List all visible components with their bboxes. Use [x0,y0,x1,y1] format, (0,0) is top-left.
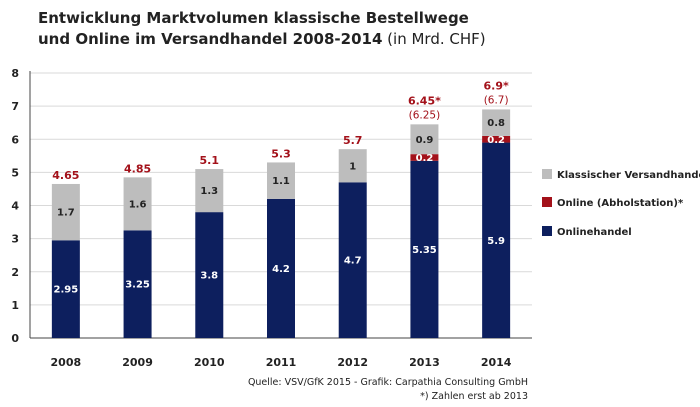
y-tick-label: 8 [11,67,19,80]
x-tick-label: 2011 [266,356,297,369]
bar-segment-klassisch [267,162,295,199]
title-line-1: Entwicklung Marktvolumen klassische Best… [38,9,469,27]
segment-value-label: 3.25 [125,280,150,291]
legend-label: Onlinehandel [557,227,632,238]
x-tick-label: 2013 [409,356,440,369]
bar-segment-onlinehandel [482,142,511,338]
segment-value-label: 2.95 [54,285,79,296]
segment-value-label: 3.8 [200,271,218,282]
bar-segment-onlinehandel [410,160,439,338]
segment-value-label: 1.3 [200,186,218,197]
bar-segment-onlinehandel [195,212,224,338]
y-tick-label: 7 [11,100,19,113]
title-line-2-bold: und Online im Versandhandel 2008-2014 [38,30,383,48]
x-tick-label: 2010 [194,356,225,369]
total-label: 6.9* [484,79,509,92]
total-label: 4.65 [52,169,79,182]
bar-segment-onlinehandel [338,182,367,338]
total-label: 5.1 [200,154,220,167]
legend-swatch [542,169,552,179]
bar-segment-klassisch [51,183,80,241]
segment-value-label: 1.1 [272,176,290,187]
total-label: 6.45* [408,94,441,107]
bar-segment-abholstation [482,135,511,143]
y-tick-label: 5 [11,166,19,179]
total-label: 5.7 [343,134,363,147]
bar-segment-klassisch [195,169,224,213]
legend-swatch [542,197,552,207]
bar-segment-klassisch [338,149,367,183]
footnote: *) Zahlen erst ab 2013 [420,391,528,402]
segment-value-label: 1.7 [57,208,75,219]
segment-value-label: 1 [349,161,356,172]
title-line-2: und Online im Versandhandel 2008-2014 (i… [38,29,486,50]
title-line-2-unit: (in Mrd. CHF) [382,30,486,48]
bar-segment-onlinehandel [51,240,80,338]
bar-segment-abholstation [410,154,439,161]
y-tick-label: 4 [11,200,19,213]
total-label: 5.3 [271,147,291,160]
total-label: 4.85 [124,162,151,175]
x-tick-label: 2012 [337,356,368,369]
legend-label: Klassischer Versandhandel [557,170,700,181]
total-secondary-label: (6.25) [409,109,441,121]
chart-title: Entwicklung Marktvolumen klassische Best… [38,8,486,50]
segment-value-label: 1.6 [129,199,147,210]
segment-value-label: 0.9 [416,135,434,146]
segment-value-label: 0.8 [487,118,505,129]
x-tick-label: 2009 [122,356,153,369]
y-tick-label: 2 [11,266,19,279]
y-tick-label: 6 [11,133,19,146]
bar-segment-klassisch [482,109,511,136]
bar-segment-klassisch [410,124,439,155]
y-tick-label: 0 [11,332,19,345]
segment-value-label: 5.35 [412,245,437,256]
legend-label: Online (Abholstation)* [557,198,684,209]
legend-swatch [542,226,552,236]
segment-value-label: 4.2 [272,264,290,275]
bar-segment-onlinehandel [267,198,295,338]
y-tick-label: 1 [11,299,19,312]
segment-value-label: 0.2 [487,135,505,146]
segment-value-label: 0.2 [416,153,434,164]
total-secondary-label: (6.7) [484,94,509,106]
segment-value-label: 4.7 [344,256,362,267]
y-tick-label: 3 [11,233,19,246]
segment-value-label: 5.9 [487,236,505,247]
bar-segment-klassisch [123,177,152,231]
x-tick-label: 2008 [51,356,82,369]
source-note: Quelle: VSV/GfK 2015 - Grafik: Carpathia… [247,377,528,388]
bar-segment-onlinehandel [123,230,152,338]
x-tick-label: 2014 [481,356,512,369]
